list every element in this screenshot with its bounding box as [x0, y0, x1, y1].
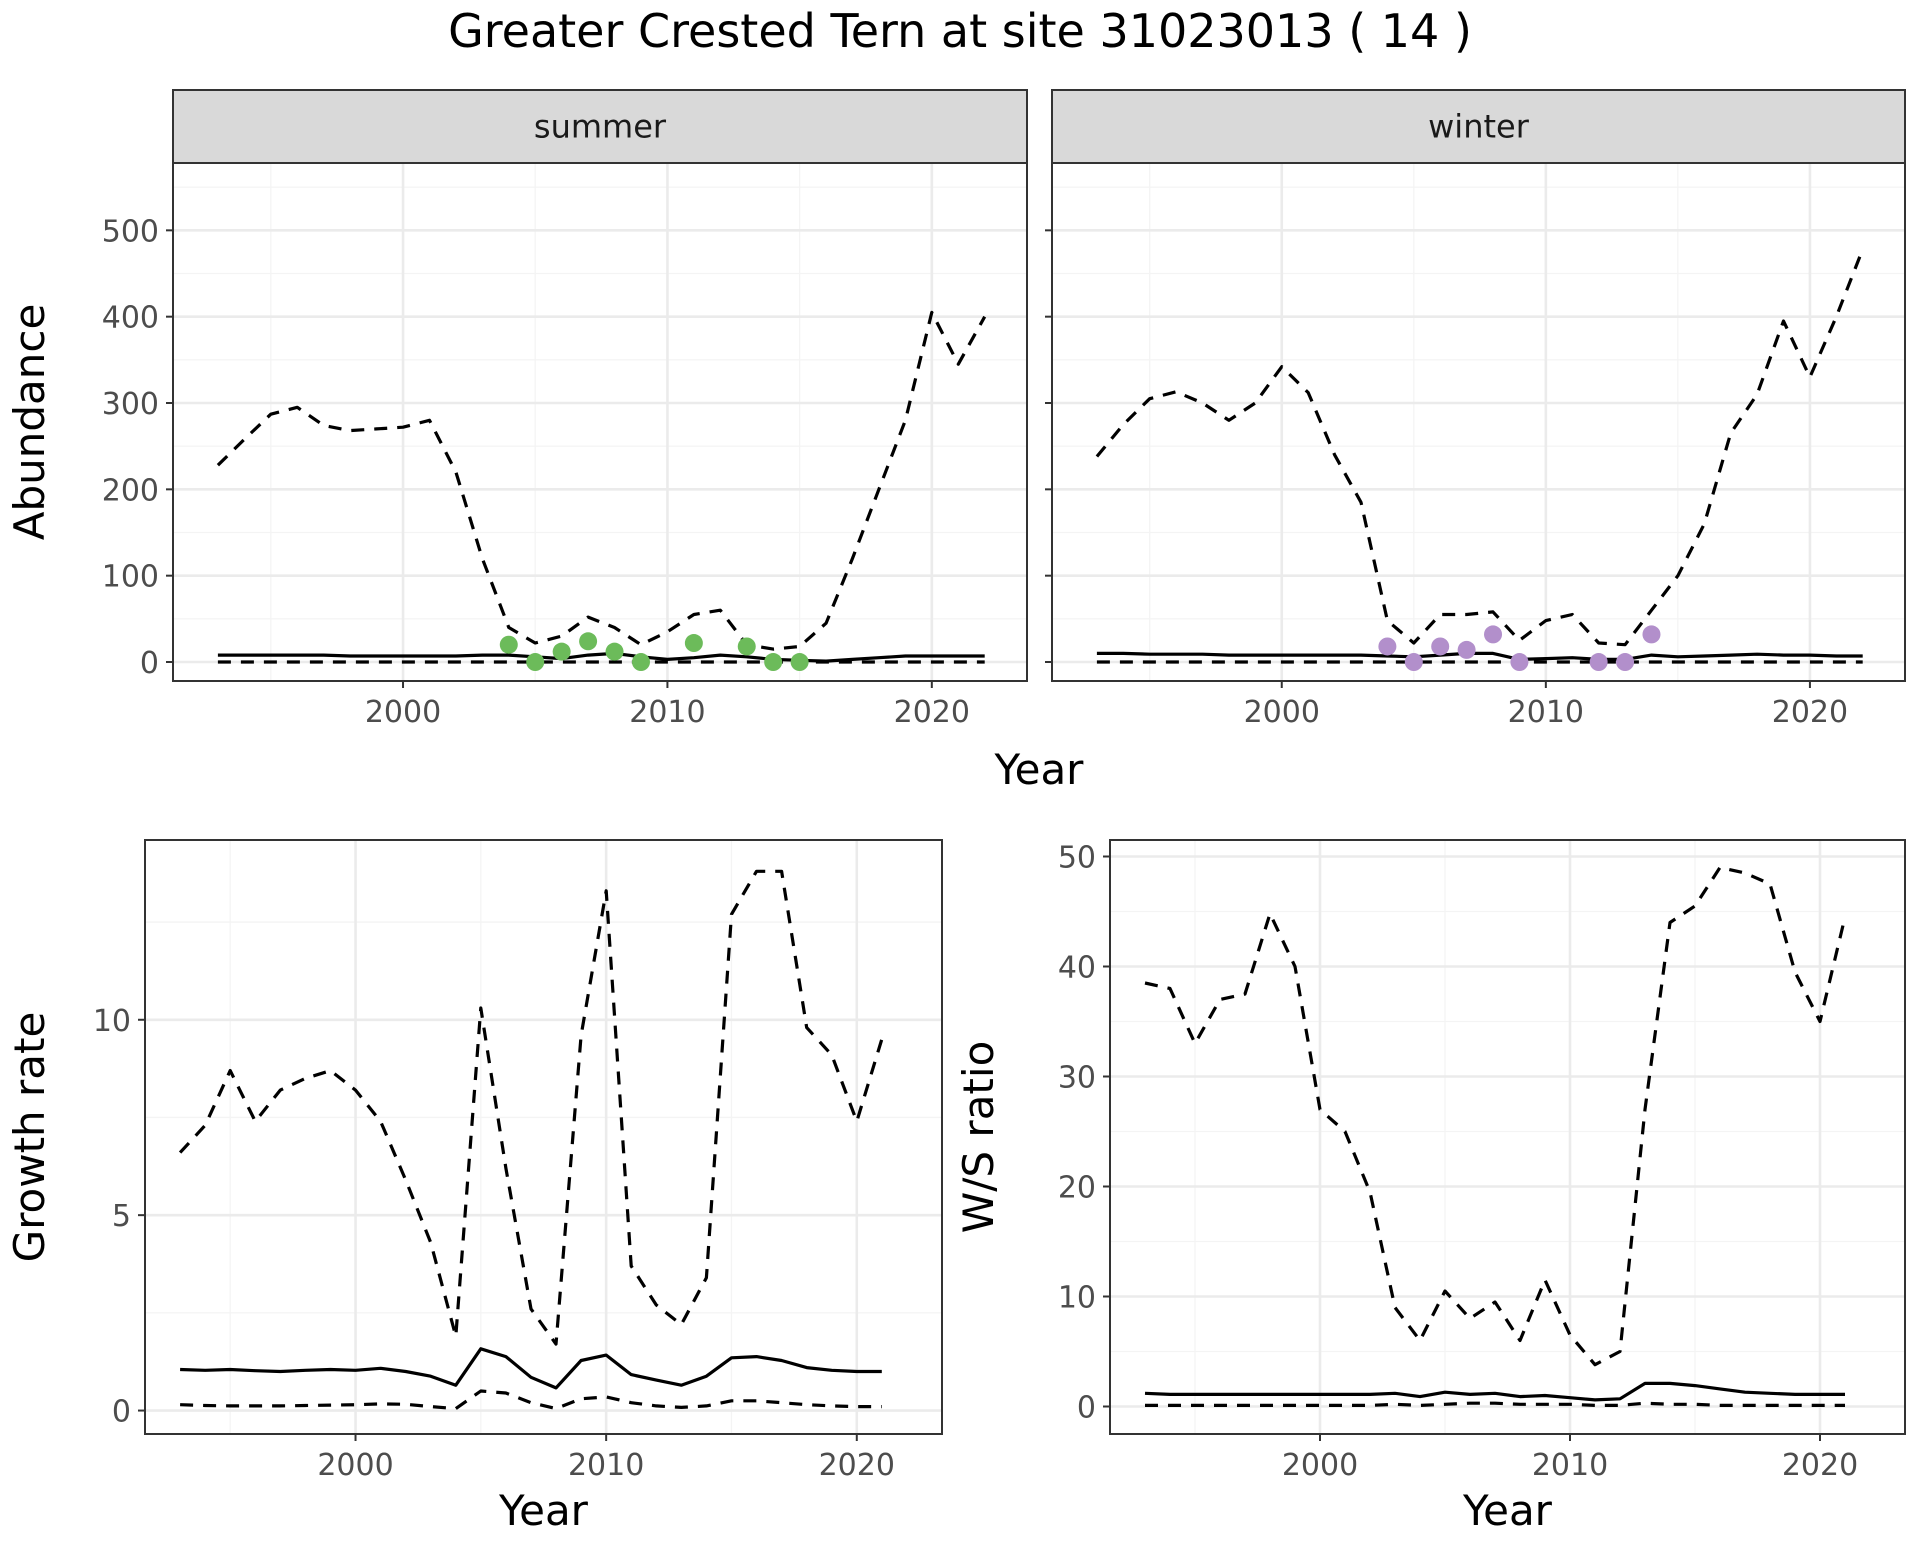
panel-border [144, 839, 943, 1435]
data-point [1484, 625, 1503, 644]
data-point [1378, 637, 1397, 656]
data-point [1589, 653, 1608, 672]
series-line-dashed [1095, 248, 1865, 647]
data-point [1457, 640, 1476, 659]
data-point [790, 653, 809, 672]
x-tick-label: 2010 [1532, 1448, 1608, 1483]
data-point [764, 653, 783, 672]
y-tick-label: 300 [102, 387, 159, 422]
x-tick-label: 2000 [1282, 1448, 1358, 1483]
x-tick-label: 2020 [1782, 1448, 1858, 1483]
panel-background [1110, 840, 1905, 1434]
y-tick-label: 0 [112, 1395, 131, 1430]
y-tick-label: 200 [102, 473, 159, 508]
y-tick-label: 400 [102, 301, 159, 336]
y-tick-label: 5 [112, 1199, 131, 1234]
y-tick-label: 50 [1058, 841, 1096, 876]
facet-label: winter [1428, 108, 1530, 146]
x-tick-label: 2000 [365, 695, 441, 730]
x-axis-title: Year [498, 1486, 589, 1535]
panel-background [173, 163, 1027, 681]
x-tick-label: 2010 [629, 695, 705, 730]
y-tick-label: 40 [1058, 951, 1096, 986]
y-tick-label: 30 [1058, 1061, 1096, 1096]
y-tick-label: 10 [1058, 1281, 1096, 1316]
y-tick-label: 10 [93, 1004, 131, 1039]
panel-border [1109, 839, 1906, 1435]
data-point [579, 632, 598, 651]
y-tick-label: 20 [1058, 1171, 1096, 1206]
x-tick-label: 2010 [568, 1448, 644, 1483]
series-line-solid [1144, 1381, 1845, 1402]
data-point [737, 637, 756, 656]
figure-title: Greater Crested Tern at site 31023013 ( … [448, 4, 1472, 58]
x-axis-title: Year [1462, 1486, 1553, 1535]
data-point [605, 642, 624, 661]
series-line-dashed [1145, 1401, 1845, 1407]
data-point [552, 642, 571, 661]
data-point [1616, 653, 1635, 672]
y-axis-title: Growth rate [5, 1012, 54, 1263]
series-line-dashed [178, 869, 884, 1346]
data-point [1510, 653, 1529, 672]
y-tick-label: 100 [102, 560, 159, 595]
chart-panel-winter: winter 2000 2010 2020 [1045, 89, 1906, 730]
series-line-solid [217, 651, 985, 663]
series-line-dashed [180, 1389, 882, 1411]
y-tick-label: 500 [102, 214, 159, 249]
series-line-solid [180, 1347, 882, 1390]
chart-panel-panel-4: 2000 2010 2020 0 10 20 30 40 50 W/S ratio Year [954, 839, 1906, 1535]
panel-background [145, 840, 942, 1434]
x-tick-label: 2000 [317, 1448, 393, 1483]
x-tick-label: 2020 [894, 695, 970, 730]
x-tick-label: 2010 [1508, 695, 1584, 730]
series-line-solid [1096, 651, 1863, 661]
data-point [499, 635, 518, 654]
y-tick-label: 0 [140, 646, 159, 681]
data-point [684, 634, 703, 653]
series-line-dashed [1144, 865, 1847, 1367]
y-axis-title: Abundance [5, 304, 54, 541]
x-tick-label: 2000 [1244, 695, 1320, 730]
chart-panel-summer: summer 2000 2010 2020 0 100 200 300 400 500 Abunda… [5, 89, 1028, 730]
chart-panel-panel-3: 2000 2010 2020 0 5 10 Growth rate Year [5, 839, 943, 1535]
data-point [1404, 653, 1423, 672]
y-tick-label: 0 [1077, 1391, 1096, 1426]
panel-background [1052, 163, 1905, 681]
facet-strip [1051, 89, 1906, 164]
data-point [631, 653, 650, 672]
facet-strip [172, 89, 1028, 164]
data-point [1431, 637, 1450, 656]
data-point [526, 653, 545, 672]
y-axis-title: W/S ratio [954, 1041, 1003, 1234]
x-tick-label: 2020 [819, 1448, 895, 1483]
x-axis-title-facets: Year [994, 745, 1085, 794]
facet-label: summer [534, 108, 667, 146]
data-point [1642, 625, 1661, 644]
x-tick-label: 2020 [1772, 695, 1848, 730]
